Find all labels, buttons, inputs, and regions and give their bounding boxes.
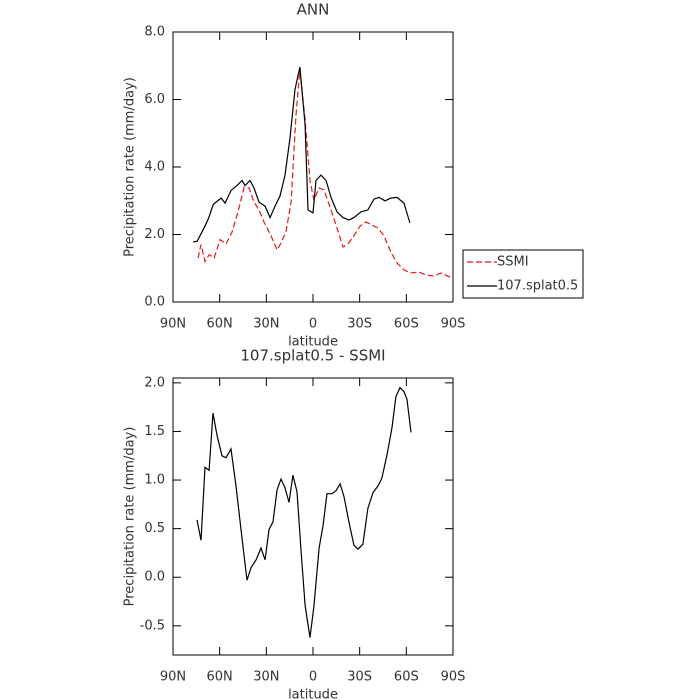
- y-tick-label: 2.0: [144, 375, 165, 390]
- x-axis-label: latitude: [288, 688, 338, 700]
- y-tick-label: 6.0: [144, 92, 165, 107]
- x-tick-label: 60N: [207, 317, 233, 332]
- y-tick-label: -0.5: [140, 618, 165, 633]
- x-tick-label: 90S: [441, 317, 466, 332]
- chart-title: 107.splat0.5 - SSMI: [240, 347, 385, 365]
- y-tick-label: 1.0: [144, 473, 165, 488]
- legend-label: 107.splat0.5: [497, 279, 578, 294]
- data-line: [193, 66, 411, 243]
- legend-label: SSMI: [497, 255, 529, 270]
- chart-title: ANN: [297, 1, 330, 19]
- x-tick-label: 30S: [347, 670, 372, 685]
- data-line: [197, 70, 453, 279]
- x-tick-label: 30N: [253, 670, 279, 685]
- data-line: [196, 386, 412, 638]
- x-tick-label: 90S: [441, 670, 466, 685]
- y-tick-label: 0.5: [144, 521, 165, 536]
- y-tick-label: 2.0: [144, 227, 165, 242]
- x-tick-label: 0: [309, 670, 317, 685]
- x-tick-label: 30S: [347, 317, 372, 332]
- y-axis-label: Precipitation rate (mm/day): [123, 427, 138, 607]
- y-tick-label: 0.0: [144, 295, 165, 310]
- x-axis-label: latitude: [288, 335, 338, 350]
- x-tick-label: 60S: [394, 317, 419, 332]
- x-tick-label: 30N: [253, 317, 279, 332]
- x-tick-label: 0: [309, 317, 317, 332]
- y-tick-label: 0.0: [144, 570, 165, 585]
- x-tick-label: 90N: [160, 670, 186, 685]
- y-axis-label: Precipitation rate (mm/day): [123, 77, 138, 257]
- plot-frame: [172, 31, 454, 303]
- y-tick-label: 4.0: [144, 160, 165, 175]
- y-tick-label: 8.0: [144, 25, 165, 40]
- x-tick-label: 90N: [160, 317, 186, 332]
- x-tick-label: 60N: [207, 670, 233, 685]
- x-tick-label: 60S: [394, 670, 419, 685]
- y-tick-label: 1.5: [144, 424, 165, 439]
- legend-box: [462, 249, 584, 299]
